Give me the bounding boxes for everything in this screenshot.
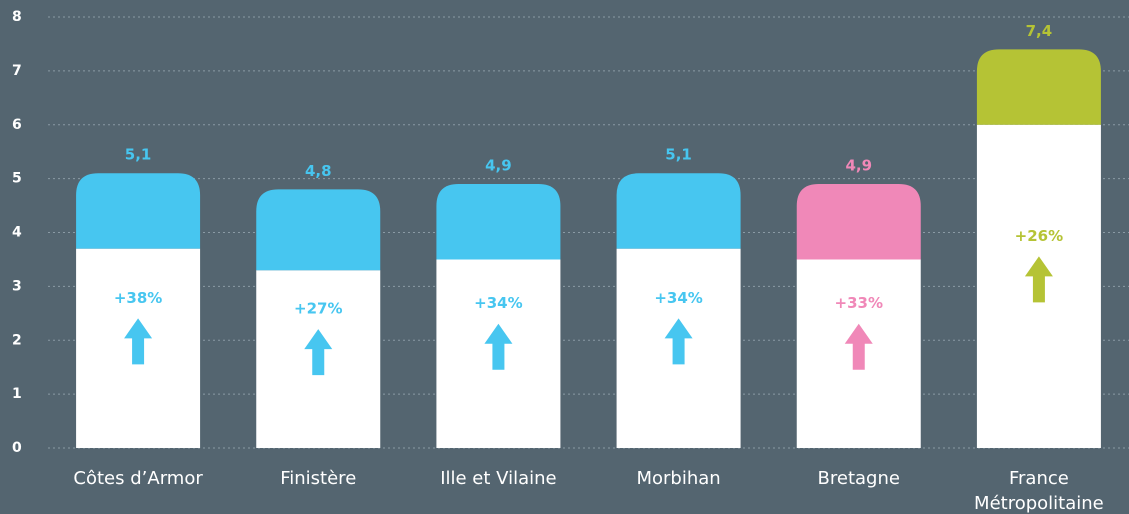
change-label: +27% <box>294 300 342 318</box>
y-tick-label: 8 <box>12 9 22 25</box>
total-label: 5,1 <box>125 146 152 164</box>
bar-increase <box>76 173 201 249</box>
y-tick-label: 0 <box>12 440 22 456</box>
y-tick-label: 3 <box>12 278 22 294</box>
x-tick-label: Ille et Vilaine <box>440 468 557 489</box>
bar-increase <box>976 49 1101 125</box>
y-tick-label: 5 <box>12 171 22 187</box>
bar-increase <box>436 184 561 260</box>
arrow <box>484 323 513 370</box>
change-label: +34% <box>654 289 702 307</box>
arrow <box>124 318 153 365</box>
x-tick-label: Finistère <box>280 468 357 489</box>
total-label: 5,1 <box>665 146 692 164</box>
change-label: +38% <box>114 289 162 307</box>
y-tick-label: 6 <box>12 117 22 133</box>
x-tick-label: Morbihan <box>636 468 721 489</box>
x-tick-label: Côtes d’Armor <box>73 468 203 489</box>
arrow <box>304 329 333 376</box>
bar-increase <box>256 189 381 271</box>
arrow <box>664 318 693 365</box>
total-label: 4,9 <box>845 157 872 175</box>
x-tick-label: France Métropolitaine <box>974 468 1104 514</box>
total-label: 4,9 <box>485 157 512 175</box>
bar-increase <box>796 184 921 260</box>
y-tick-label: 1 <box>12 386 22 402</box>
arrow <box>844 323 873 370</box>
total-label: 7,4 <box>1026 22 1053 40</box>
y-tick-label: 4 <box>12 225 22 241</box>
bar-increase <box>616 173 741 249</box>
change-label: +34% <box>474 294 522 312</box>
total-label: 4,8 <box>305 162 332 180</box>
y-tick-label: 2 <box>12 332 22 348</box>
change-label: +33% <box>835 294 883 312</box>
y-tick-label: 7 <box>12 63 22 79</box>
x-tick-label: Bretagne <box>817 468 900 489</box>
change-label: +26% <box>1015 227 1063 245</box>
arrow <box>1024 256 1053 303</box>
